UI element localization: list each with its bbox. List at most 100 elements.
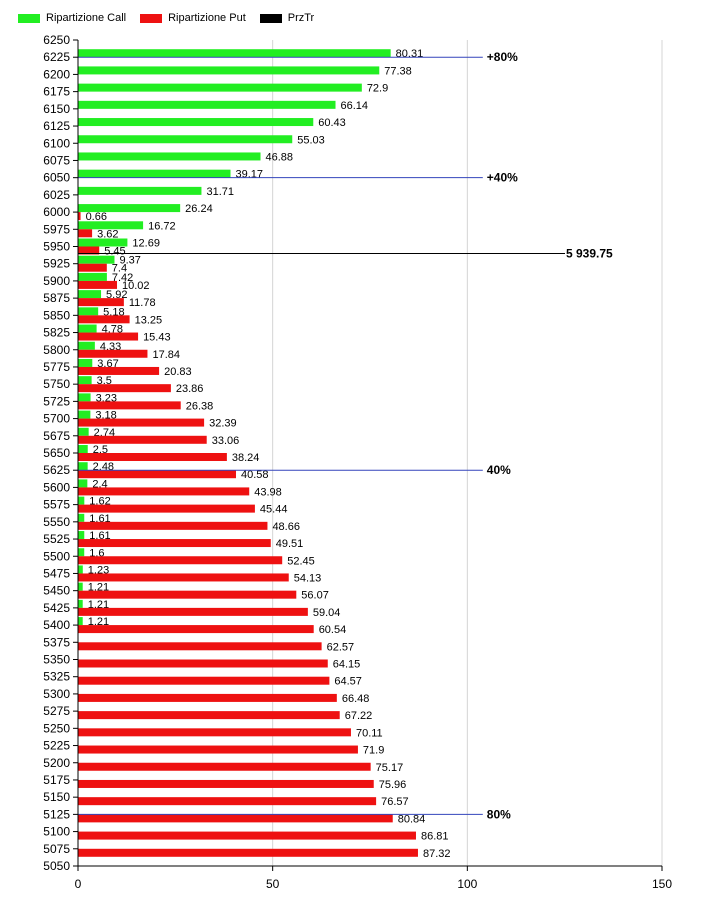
data-label-put: 76.57 [381,796,409,808]
data-label-put: 38.24 [232,452,260,464]
y-tick-label: 6075 [43,153,70,167]
bar-call [78,410,91,419]
bar-put [78,728,351,737]
bar-call [78,496,85,505]
data-label-put: 49.51 [276,538,304,550]
bars: 80.3177.3872.966.1460.4355.0346.8839.173… [78,48,450,860]
y-tick-label: 6125 [43,119,70,133]
bar-call [78,445,88,453]
y-tick-label: 5600 [43,480,70,494]
bar-put [78,556,283,565]
bar-put [78,659,328,668]
bar-put [78,487,250,496]
bar-put [78,470,236,479]
bar-call [78,169,231,178]
y-tick-label: 6200 [43,67,70,81]
data-label-put: 86.81 [421,831,449,843]
legend-swatch-put [140,13,163,23]
bar-call [78,324,97,333]
bar-call [78,238,128,247]
y-tick-label: 5900 [43,274,70,288]
bar-call [78,462,88,471]
bar-call [78,83,362,92]
bar-put [78,418,205,427]
data-label-call: 31.71 [206,186,234,198]
y-tick-label: 6050 [43,171,70,185]
bar-put [78,280,118,289]
y-tick-label: 5525 [43,532,70,546]
data-label-put: 87.32 [423,848,451,860]
bar-put [78,797,377,806]
data-label-call: 60.43 [318,117,346,129]
bar-put [78,332,139,341]
data-label-put: 3.62 [97,228,118,240]
y-tick-label: 5825 [43,326,70,340]
bar-call [78,66,380,75]
percent-label: +80% [487,50,518,64]
bar-put [78,384,171,393]
bar-put [78,676,330,685]
bar-call [78,152,261,161]
y-tick-label: 6250 [43,33,70,47]
bar-put [78,298,124,307]
data-label-call: 26.24 [185,203,213,215]
bar-put [78,831,416,840]
y-tick-label: 6000 [43,205,70,219]
data-label-put: 5.45 [104,246,125,258]
bar-call [78,376,92,385]
bar-call [78,582,83,591]
data-label-put: 11.78 [129,297,156,309]
y-tick-label: 6150 [43,102,70,116]
bar-put [78,246,100,255]
y-tick-label: 5800 [43,343,70,357]
data-label-call: 16.72 [148,220,176,232]
y-tick-label: 5150 [43,790,70,804]
y-tick-label: 6175 [43,85,70,99]
legend-label-call: Ripartizione Call [46,12,127,24]
data-label-put: 7.4 [112,263,127,275]
x-tick-label: 100 [457,877,477,891]
y-tick-label: 5750 [43,377,70,391]
bar-put [78,642,322,651]
y-tick-label: 5575 [43,498,70,512]
data-label-put: 64.15 [333,659,361,671]
bar-call [78,186,202,195]
legend: Ripartizione Call Ripartizione Put PrzTr [18,10,328,26]
y-tick-label: 5225 [43,739,70,753]
data-label-put: 33.06 [212,435,240,447]
bar-call [78,531,85,540]
data-label-put: 80.84 [398,813,426,825]
y-tick-label: 5775 [43,360,70,374]
bar-put [78,779,374,788]
bar-put [78,521,268,530]
bar-call [78,548,85,557]
bar-call [78,221,144,230]
legend-item-put[interactable]: Ripartizione Put [140,12,246,24]
bar-put [78,745,358,754]
bar-put [78,573,289,582]
data-label-put: 26.38 [186,400,214,412]
bar-put [78,504,255,513]
bar-call [78,290,102,299]
legend-item-call[interactable]: Ripartizione Call [18,12,126,24]
bar-put [78,315,130,324]
y-tick-label: 5975 [43,222,70,236]
bar-put [78,263,107,272]
bar-put [78,590,297,599]
data-label-put: 64.57 [334,676,362,688]
data-label-call: 46.88 [266,151,294,163]
bar-put [78,453,227,461]
data-label-put: 20.83 [164,366,192,378]
data-label-call: 55.03 [297,134,325,146]
bar-put [78,401,181,410]
x-tick-label: 0 [75,877,82,891]
bar-call [78,49,391,58]
data-label-put: 15.43 [143,332,171,344]
x-tick-label: 50 [266,877,280,891]
data-label-put: 40.58 [241,469,269,481]
y-tick-label: 5650 [43,446,70,460]
bar-put [78,539,271,548]
data-label-put: 52.45 [287,555,315,567]
y-tick-label: 5850 [43,308,70,322]
legend-item-price[interactable]: PrzTr [259,12,314,24]
